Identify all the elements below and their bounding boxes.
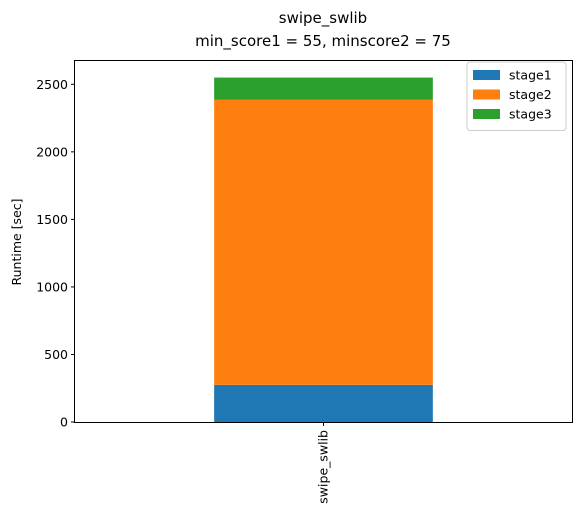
legend-label-stage1: stage1 (509, 68, 552, 83)
y-tick-label: 1000 (36, 279, 68, 294)
x-tick-label: swipe_swlib (316, 430, 331, 504)
y-ticks: 0 500 1000 1500 2000 2500 (36, 77, 75, 430)
bar-stage2-swipe_swlib (214, 99, 433, 385)
legend-swatch-stage1 (473, 70, 500, 80)
y-axis-label: Runtime [sec] (9, 198, 24, 285)
legend-label-stage3: stage3 (509, 107, 552, 122)
y-tick-label: 500 (44, 347, 68, 362)
chart-subtitle: min_score1 = 55, minscore2 = 75 (195, 32, 451, 51)
x-ticks: swipe_swlib (316, 422, 331, 504)
bar-stage1-swipe_swlib (214, 384, 433, 422)
bar-stage3-swipe_swlib (214, 77, 433, 100)
y-tick-label: 2000 (36, 144, 68, 159)
bars (214, 77, 433, 422)
legend: stage1 stage2 stage3 (466, 61, 567, 131)
y-tick-label: 0 (60, 415, 68, 430)
legend-label-stage2: stage2 (509, 87, 552, 102)
legend-swatch-stage3 (473, 109, 500, 119)
y-tick-label: 2500 (36, 77, 68, 92)
legend-swatch-stage2 (473, 89, 500, 100)
y-tick-label: 1500 (36, 212, 68, 227)
chart-title: swipe_swlib (279, 9, 367, 28)
